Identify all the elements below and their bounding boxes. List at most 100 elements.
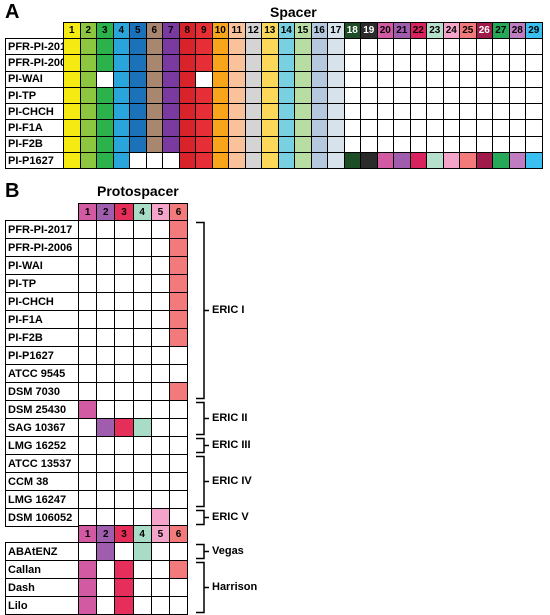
row-label: PFR-PI-2017	[5, 220, 79, 239]
empty-cell	[492, 103, 510, 121]
table-row: PI-F1A	[5, 310, 189, 329]
filled-cell	[162, 103, 180, 121]
empty-cell	[508, 54, 526, 72]
group-label: ERIC I	[212, 303, 245, 316]
spacer-title: Spacer	[270, 4, 317, 20]
column-header: 8	[178, 22, 196, 39]
empty-cell	[168, 542, 189, 561]
filled-cell	[79, 135, 97, 154]
empty-cell	[168, 596, 189, 615]
group-bracket	[196, 221, 205, 400]
column-header: 13	[261, 22, 279, 39]
empty-cell	[508, 70, 526, 88]
filled-cell	[294, 70, 312, 88]
filled-cell	[96, 37, 114, 56]
empty-cell	[393, 70, 411, 88]
empty-cell	[343, 86, 361, 105]
filled-cell	[63, 152, 81, 170]
filled-cell	[79, 119, 97, 137]
empty-cell	[96, 292, 116, 311]
empty-cell	[96, 238, 116, 257]
group-label: Harrison	[212, 580, 258, 593]
row-label: PI-CHCH	[5, 292, 79, 311]
empty-cell	[132, 292, 152, 311]
filled-cell	[77, 578, 98, 597]
empty-cell	[96, 364, 116, 383]
empty-cell	[393, 135, 411, 154]
filled-cell	[114, 596, 134, 615]
empty-cell	[426, 37, 444, 56]
empty-cell	[132, 274, 152, 293]
empty-cell	[508, 37, 526, 56]
empty-cell	[132, 400, 152, 419]
table-row: PI-TP	[5, 86, 543, 105]
filled-cell	[162, 135, 180, 154]
empty-cell	[132, 490, 152, 509]
filled-cell	[114, 560, 134, 579]
filled-cell	[228, 135, 246, 154]
group-bracket	[196, 455, 205, 508]
group-bracket	[196, 561, 205, 614]
empty-cell	[150, 364, 170, 383]
filled-cell	[195, 54, 213, 72]
column-header: 19	[360, 22, 378, 39]
filled-cell	[112, 119, 130, 137]
empty-cell	[376, 37, 394, 56]
filled-cell	[211, 86, 229, 105]
table-row: SAG 10367	[5, 418, 189, 437]
empty-cell	[150, 220, 170, 239]
filled-cell	[129, 135, 147, 154]
empty-cell	[343, 37, 361, 56]
filled-cell	[79, 70, 97, 88]
empty-cell	[77, 436, 98, 455]
empty-cell	[409, 54, 427, 72]
empty-cell	[114, 400, 134, 419]
empty-cell	[459, 103, 477, 121]
empty-cell	[168, 436, 189, 455]
filled-cell	[132, 418, 152, 437]
empty-cell	[129, 152, 147, 170]
empty-cell	[150, 382, 170, 401]
empty-cell	[114, 238, 134, 257]
header-spacer	[6, 23, 64, 39]
empty-cell	[77, 238, 98, 257]
filled-cell	[294, 135, 312, 154]
group-bracket	[196, 509, 205, 526]
empty-cell	[475, 119, 493, 137]
protospacer-table: 1 2 3 4 5 6 PFR-PI-2017 PFR-PI-2006 PI-WAI PI-TP P…	[5, 203, 189, 527]
filled-cell	[145, 135, 163, 154]
column-header: 5	[129, 22, 147, 39]
empty-cell	[132, 578, 152, 597]
table-row: Callan	[5, 560, 189, 579]
empty-cell	[150, 490, 170, 509]
filled-cell	[228, 54, 246, 72]
empty-cell	[459, 37, 477, 56]
empty-cell	[77, 364, 98, 383]
filled-cell	[129, 70, 147, 88]
empty-cell	[459, 119, 477, 137]
empty-cell	[426, 70, 444, 88]
table-row: PI-F1A	[5, 119, 543, 137]
filled-cell	[178, 54, 196, 72]
filled-cell	[168, 560, 189, 579]
empty-cell	[343, 54, 361, 72]
empty-cell	[132, 256, 152, 275]
filled-cell	[244, 86, 262, 105]
empty-cell	[150, 238, 170, 257]
filled-cell	[211, 135, 229, 154]
empty-cell	[150, 542, 170, 561]
filled-cell	[129, 86, 147, 105]
filled-cell	[112, 152, 130, 170]
filled-cell	[168, 274, 189, 293]
empty-cell	[475, 86, 493, 105]
column-header: 4	[132, 525, 152, 543]
empty-cell	[114, 346, 134, 365]
table-row: DSM 106052	[5, 508, 189, 527]
column-header: 4	[112, 22, 130, 39]
table-row: LMG 16252	[5, 436, 189, 455]
empty-cell	[508, 103, 526, 121]
header-spacer	[6, 204, 79, 221]
table-row: PI-F2B	[5, 135, 543, 154]
table-row: ATCC 13537	[5, 454, 189, 473]
empty-cell	[96, 436, 116, 455]
